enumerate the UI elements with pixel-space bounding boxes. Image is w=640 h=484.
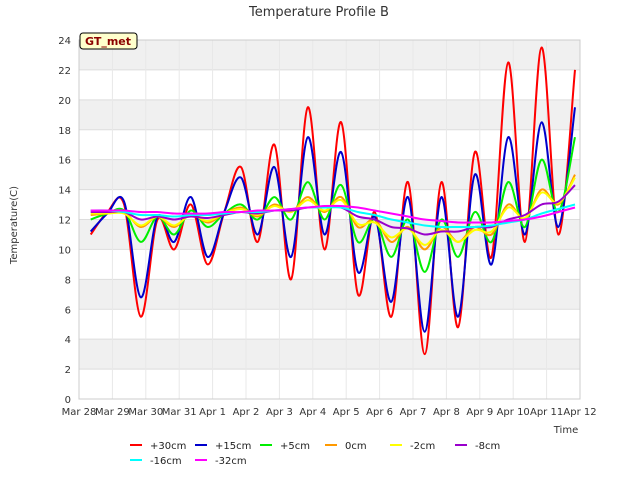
legend-entry: -2cm xyxy=(410,441,435,452)
x-tick-label: Apr 2 xyxy=(233,407,260,418)
legend: +30cm +15cm +5cm 0cm -2cm -8cm -16cm -32cm xyxy=(130,441,500,467)
y-tick-label: 18 xyxy=(58,126,71,137)
x-tick-label: Apr 10 xyxy=(497,407,530,418)
x-tick-label: Apr 1 xyxy=(199,407,226,418)
plot-area-border xyxy=(78,39,581,400)
y-tick-label: 12 xyxy=(58,216,71,227)
series-line--2cm xyxy=(90,177,576,246)
y-tick-label: 10 xyxy=(58,245,71,256)
y-tick-label: 20 xyxy=(58,96,71,107)
x-tick-label: Mar 28 xyxy=(62,407,97,418)
grid-band xyxy=(79,159,580,190)
series-lines xyxy=(89,46,576,356)
legend-entry: +30cm xyxy=(150,441,186,452)
y-tick-label: 22 xyxy=(58,66,71,77)
y-tick-label: 16 xyxy=(58,156,71,167)
grid-band xyxy=(79,279,580,310)
badge-box xyxy=(79,32,138,50)
x-tick-label: Apr 4 xyxy=(299,407,326,418)
x-tick-label: Apr 6 xyxy=(366,407,393,418)
plot-bands xyxy=(79,40,580,370)
y-tick-label: 14 xyxy=(58,186,71,197)
grid-band xyxy=(79,40,580,70)
x-tick-label: Apr 7 xyxy=(400,407,427,418)
x-tick-label: Mar 31 xyxy=(162,407,197,418)
x-tick-label: Apr 3 xyxy=(266,407,293,418)
legend-entry: +5cm xyxy=(280,441,310,452)
y-tick-label: 2 xyxy=(65,365,71,376)
y-tick-label: 0 xyxy=(65,395,71,406)
y-tick-label: 8 xyxy=(65,275,71,286)
gt-met-badge: GT_met xyxy=(79,32,138,50)
grid-band xyxy=(79,339,580,370)
x-tick-label: Apr 9 xyxy=(466,407,493,418)
x-tick-label: Mar 30 xyxy=(128,407,163,418)
chart-title: Temperature Profile B xyxy=(248,5,389,20)
series-line--16cm xyxy=(90,203,576,229)
x-tick-label: Mar 29 xyxy=(95,407,130,418)
x-tick-label: Apr 8 xyxy=(433,407,460,418)
legend-entry: -8cm xyxy=(475,441,500,452)
x-tick-label: Apr 12 xyxy=(563,407,596,418)
series-line--32cm xyxy=(90,204,576,224)
legend-entry: -16cm xyxy=(150,456,182,467)
x-axis-label: Time xyxy=(553,425,578,436)
series-line-+5cm xyxy=(90,136,576,273)
y-tick-label: 6 xyxy=(65,305,71,316)
y-tick-label: 4 xyxy=(65,335,71,346)
grid-band xyxy=(79,99,580,130)
badge-label: GT_met xyxy=(85,35,131,48)
x-tick-label: Apr 5 xyxy=(333,407,360,418)
legend-entry: +15cm xyxy=(215,441,251,452)
legend-entry: 0cm xyxy=(345,441,367,452)
x-tick-label: Apr 11 xyxy=(530,407,563,418)
legend-entry: -32cm xyxy=(215,456,247,467)
y-axis-label: Temperature(C) xyxy=(9,186,20,265)
y-tick-label: 24 xyxy=(58,36,71,47)
series-line-+30cm xyxy=(89,46,576,356)
